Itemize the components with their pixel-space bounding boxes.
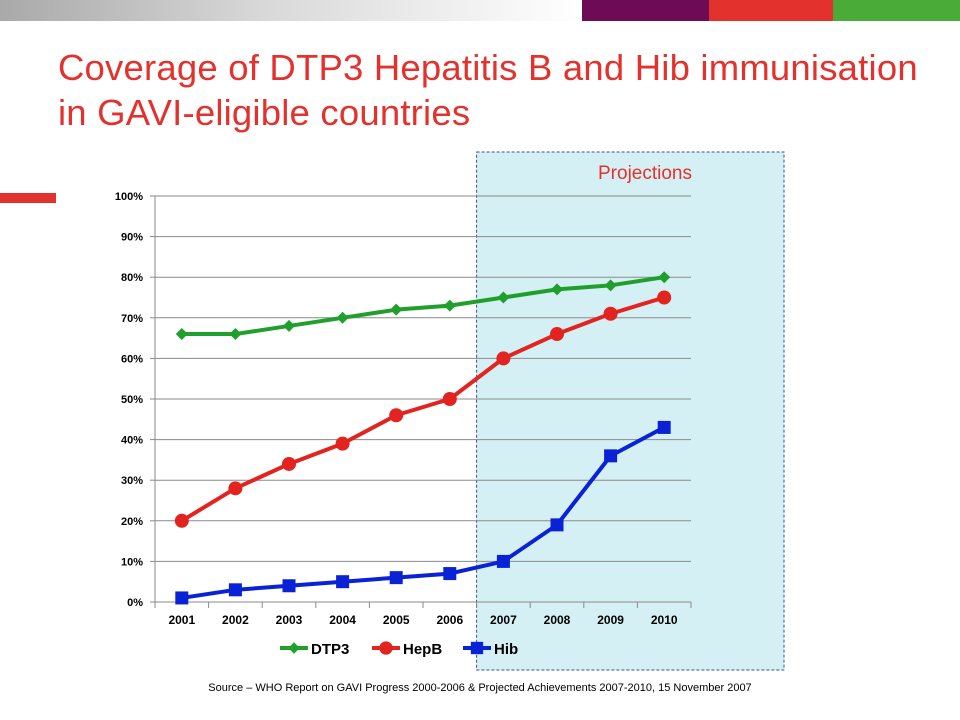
data-point-hib (175, 591, 189, 605)
data-point-hib (657, 420, 671, 434)
x-tick-label: 2001 (168, 613, 195, 627)
data-point-dtp3 (551, 283, 563, 296)
data-point-dtp3 (229, 328, 242, 341)
y-tick-label: 50% (121, 394, 143, 406)
data-point-dtp3 (497, 291, 510, 304)
series-line-hepb (180, 295, 665, 523)
data-point-hepb (496, 351, 511, 366)
top-red-block (709, 0, 833, 21)
data-point-hepb (442, 392, 457, 406)
data-point-hib (282, 579, 296, 593)
data-point-dtp3 (443, 299, 456, 312)
legend-label-hepb: HepB (403, 641, 442, 658)
data-point-hib (496, 554, 510, 568)
legend-label-dtp3: DTP3 (311, 641, 349, 658)
data-point-hib (443, 567, 457, 581)
top-green-block (833, 0, 960, 21)
data-point-hepb (389, 408, 404, 423)
data-point-hepb (657, 290, 672, 305)
projection-region (476, 151, 785, 671)
x-tick-label: 2010 (651, 613, 678, 627)
source-note: Source – WHO Report on GAVI Progress 200… (208, 682, 752, 694)
x-tick-label: 2002 (222, 613, 249, 627)
x-tick-label: 2005 (383, 613, 410, 627)
y-tick-label: 70% (121, 313, 143, 325)
y-tick-label: 40% (121, 435, 143, 447)
y-tick-label: 10% (121, 556, 143, 568)
x-tick-label: 2004 (329, 613, 356, 627)
y-tick-label: 90% (121, 232, 143, 244)
data-point-hepb (603, 306, 618, 321)
projection-label: Projections (598, 163, 692, 184)
y-tick-label: 0% (127, 597, 143, 609)
y-tick-label: 20% (121, 516, 143, 528)
top-purple-block (582, 0, 709, 21)
y-tick-label: 80% (121, 272, 143, 284)
data-point-hepb (550, 327, 564, 342)
data-point-hib (389, 571, 403, 585)
legend-marker-hepb (379, 641, 393, 655)
side-red-marker (0, 193, 56, 203)
y-tick-label: 30% (121, 475, 143, 487)
x-tick-label: 2009 (597, 613, 624, 627)
slide-title: Coverage of DTP3 Hepatitis B and Hib imm… (58, 47, 918, 133)
data-point-dtp3 (283, 319, 295, 332)
data-point-dtp3 (390, 303, 403, 316)
data-point-dtp3 (175, 328, 188, 341)
data-point-dtp3 (336, 311, 349, 324)
data-point-hepb (174, 513, 189, 528)
legend-marker-hib (470, 641, 484, 655)
x-tick-label: 2003 (276, 613, 303, 627)
x-tick-label: 2008 (544, 613, 571, 627)
data-point-dtp3 (604, 279, 617, 292)
data-point-dtp3 (658, 271, 671, 284)
y-tick-label: 60% (121, 353, 143, 365)
top-decoration-bar (0, 0, 960, 21)
x-tick-label: 2007 (490, 613, 517, 627)
data-point-hepb (282, 456, 296, 471)
top-gradient-strip (0, 0, 582, 21)
data-point-hib (336, 575, 350, 589)
data-point-hib (604, 449, 618, 463)
x-tick-label: 2006 (436, 613, 463, 627)
series-line-dtp3 (181, 275, 665, 337)
legend-label-hib: Hib (494, 641, 518, 658)
data-point-hib (550, 518, 564, 532)
data-point-hib (228, 583, 242, 597)
data-point-hepb (228, 481, 243, 496)
data-point-hepb (335, 436, 350, 451)
y-tick-label: 100% (115, 191, 143, 203)
legend-marker-dtp3 (288, 642, 300, 654)
series-line-hib (181, 425, 666, 600)
